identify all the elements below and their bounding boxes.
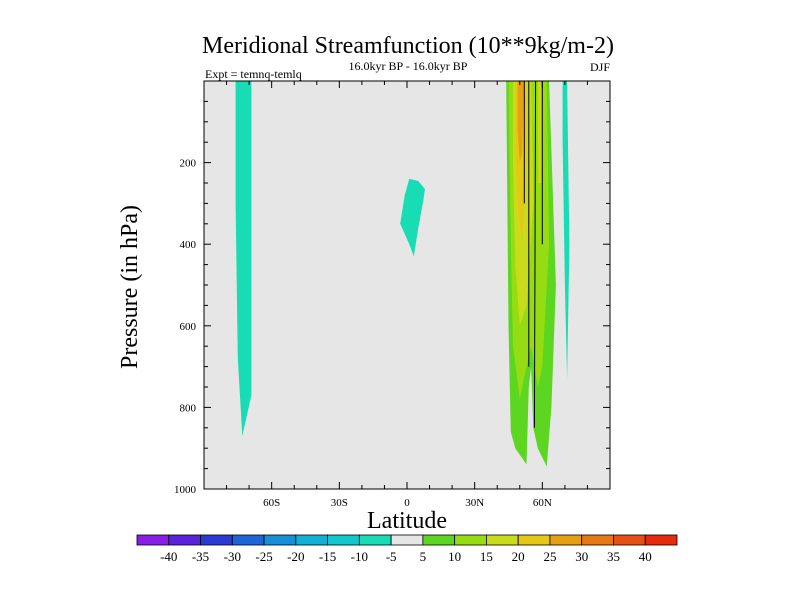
y-tick-label: 600: [180, 321, 197, 333]
chart-subtitle: 16.0kyr BP - 16.0kyr BP: [349, 59, 468, 73]
colorbar-box: [422, 534, 456, 546]
colorbar-label: 10: [448, 549, 461, 564]
right-label: DJF: [590, 60, 610, 74]
axis-ticks: 60S 30S 0 30N 60N 200 400 600 800 1000: [174, 81, 610, 509]
colorbar-box: [644, 534, 678, 546]
colorbar-box: [263, 534, 297, 546]
colorbar-label: -35: [192, 549, 209, 564]
chart-title: Meridional Streamfunction (10**9kg/m-2): [202, 33, 614, 59]
colorbar-label: 35: [607, 549, 620, 564]
y-tick-label: 200: [180, 158, 197, 170]
y-tick-label: 800: [180, 402, 197, 414]
colorbar-label: 40: [639, 549, 652, 564]
colorbar-label: -30: [224, 549, 241, 564]
colorbar-box: [454, 534, 487, 546]
neg-thin-north: [562, 81, 570, 379]
colorbar-label: -20: [287, 549, 304, 564]
pos-peak-north: [517, 81, 525, 163]
colorbar-box: [581, 534, 614, 546]
x-tick-label: 0: [404, 497, 410, 509]
colorbar-label: -10: [351, 549, 368, 564]
contour-regions: [235, 81, 570, 467]
colorbar-box: [295, 534, 328, 546]
colorbar-label: -25: [255, 549, 272, 564]
colorbar-box: [486, 534, 519, 546]
y-axis-label: Pressure (in hPa): [117, 205, 143, 369]
colorbar-label: 5: [420, 549, 427, 564]
x-tick-label: 60N: [533, 497, 552, 509]
y-tick-label: 400: [180, 239, 197, 251]
colorbar-label: -40: [160, 549, 177, 564]
colorbar-box: [136, 534, 170, 546]
colorbar-label: 25: [543, 549, 556, 564]
colorbar-label: 15: [480, 549, 493, 564]
colorbar-box: [358, 534, 392, 546]
y-tick-label: 1000: [174, 484, 197, 496]
x-tick-label: 60S: [263, 497, 280, 509]
colorbar-box: [327, 534, 360, 546]
neg-blob-equator: [400, 178, 425, 257]
colorbar-label: -5: [386, 549, 397, 564]
colorbar-label: 20: [512, 549, 525, 564]
x-axis-label: Latitude: [367, 508, 447, 534]
left-label: Expt = temnq-temlq: [205, 67, 302, 81]
colorbar-box: [517, 534, 551, 546]
divider-b: [533, 80, 537, 428]
neg-band-south: [235, 81, 252, 436]
contour-dividers: [523, 80, 543, 428]
colorbar-box: [549, 534, 583, 546]
colorbar-label: -15: [319, 549, 336, 564]
colorbar: -40 -35 -30 -25 -20 -15 -10 -5 5 10 15 20 25 30 35 40: [136, 534, 678, 564]
colorbar-box: [200, 534, 233, 546]
colorbar-box: [390, 534, 424, 546]
x-tick-label: 30S: [331, 497, 348, 509]
colorbar-label: 30: [575, 549, 588, 564]
colorbar-box: [168, 534, 201, 546]
x-tick-label: 30N: [465, 497, 484, 509]
colorbar-box: [231, 534, 265, 546]
colorbar-box: [613, 534, 646, 546]
pos-strip-b: [537, 81, 542, 183]
